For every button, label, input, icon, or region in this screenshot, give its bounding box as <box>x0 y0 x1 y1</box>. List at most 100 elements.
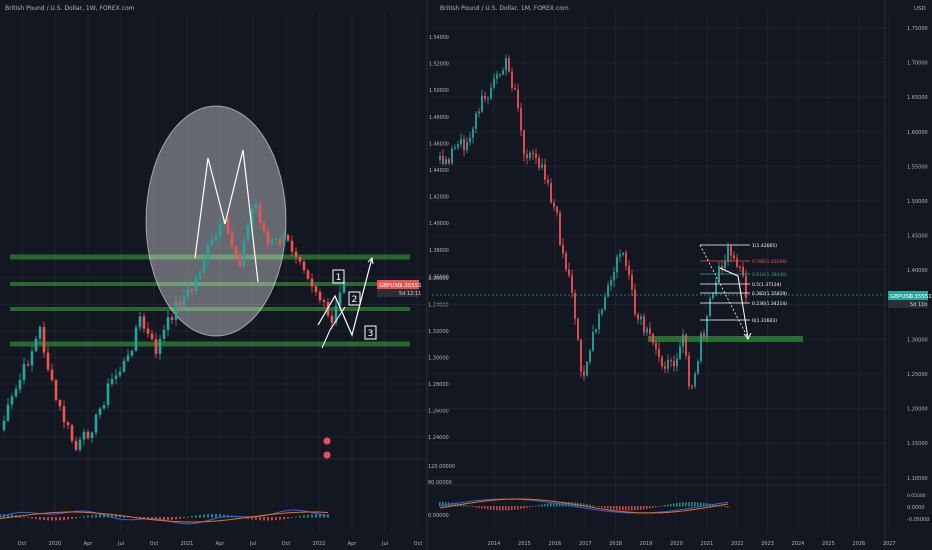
left-candle-body <box>66 422 70 426</box>
left-candle-body <box>246 225 250 241</box>
left-candle-body <box>338 292 342 306</box>
left-candle-body <box>166 317 170 330</box>
m-pattern-line <box>194 149 259 283</box>
event-flag-icon[interactable] <box>323 437 331 445</box>
right-candle-body <box>583 371 585 376</box>
left-osc-hist <box>319 514 321 518</box>
left-chart: British Pound / U.S. Dollar, 1W, FOREX.c… <box>0 5 455 547</box>
left-osc-hist <box>107 514 109 518</box>
right-candle-body <box>439 155 441 160</box>
left-candle-body <box>254 204 258 210</box>
right-candle-body <box>553 202 555 207</box>
right-candle-body <box>514 88 516 90</box>
right-osc-hist <box>466 505 468 507</box>
right-candle-body <box>490 87 492 99</box>
fib-label-6: 0(1.31603) <box>752 318 777 324</box>
left-osc-hist <box>255 517 257 520</box>
right-osc-hist <box>532 506 534 507</box>
fib-trend-line <box>699 244 749 339</box>
left-signal-line <box>139 517 145 520</box>
right-candle-body <box>586 362 588 376</box>
right-osc-hist <box>475 506 477 508</box>
right-time-tick: 2023 <box>761 541 774 547</box>
right-candle-body <box>499 74 501 76</box>
left-candle-body <box>118 371 122 376</box>
left-candle-body <box>214 235 218 240</box>
right-candle-body <box>577 318 579 340</box>
left-candle-body <box>158 338 162 354</box>
left-macd-line <box>99 513 105 516</box>
left-candle-body <box>302 261 306 271</box>
right-osc-hist <box>724 506 726 507</box>
left-price-tick: 1.32000 <box>428 329 449 335</box>
left-time-tick: Jul <box>381 541 388 547</box>
right-candle-body <box>547 179 549 184</box>
left-candle-body <box>310 278 314 287</box>
left-candle-body <box>26 364 30 366</box>
right-candle-body <box>457 144 459 148</box>
left-osc-hist <box>27 517 29 518</box>
left-candle-body <box>186 289 190 297</box>
fib-label-4: 0.382(1.35829) <box>752 291 787 297</box>
left-candle-body <box>250 209 254 226</box>
left-signal-line <box>259 514 265 517</box>
left-osc-hist <box>271 517 273 521</box>
fibonacci-retracement: 1(1.42665) 0.786(1.40298) 0.618(1.38440) 0.… <box>699 243 787 340</box>
mid-price-tick: 1.46000 <box>429 141 449 147</box>
right-candle-body <box>694 373 696 387</box>
right-osc-hist <box>472 506 474 507</box>
right-osc-tick: -0.05000 <box>907 517 929 523</box>
left-osc-hist <box>111 514 113 518</box>
right-osc-hist <box>502 506 504 511</box>
left-osc-hist <box>259 517 261 521</box>
right-osc-hist <box>598 506 600 507</box>
right-candle-body <box>589 350 591 363</box>
left-osc-hist <box>103 514 105 518</box>
right-projection-path <box>719 267 749 339</box>
left-osc-hist <box>235 516 237 518</box>
right-candle-body <box>721 266 723 269</box>
right-candle-body <box>697 361 699 374</box>
right-candle-body <box>520 107 522 131</box>
support-zone-1 <box>10 254 410 260</box>
left-signal-line <box>123 515 129 518</box>
right-candle-body <box>622 252 624 255</box>
right-osc-hist <box>460 504 462 507</box>
right-candle-body <box>535 153 537 158</box>
left-candle-body <box>54 380 58 400</box>
left-candle-body <box>46 352 50 370</box>
right-osc-hist <box>706 503 708 507</box>
right-price-axis: 1.75000 1.70000 1.65000 1.60000 1.55000 1.500… <box>907 26 929 523</box>
right-osc-hist <box>613 506 615 510</box>
right-time-tick: 2018 <box>609 541 622 547</box>
right-candle-body <box>544 164 546 180</box>
left-projection-markers: 1 2 3 <box>332 269 377 340</box>
right-price-tag-label: GBPUSD <box>890 294 913 300</box>
right-candle-body <box>673 361 675 367</box>
left-macd-line <box>87 510 93 513</box>
left-price-tag-label: GBPUSD <box>379 283 402 289</box>
left-candle-body <box>82 431 86 440</box>
left-candle-body <box>258 204 262 224</box>
left-candle-body <box>190 289 194 292</box>
right-candle-body <box>466 142 468 151</box>
right-time-axis: 2014 2015 2016 2017 2018 2019 2020 2021 2022 2023… <box>488 541 896 547</box>
right-osc-hist <box>679 502 681 507</box>
right-candle-body <box>496 74 498 79</box>
right-price-tick: 1.10000 <box>907 476 928 482</box>
left-candle-body <box>142 316 146 329</box>
right-osc-hist <box>490 506 492 510</box>
right-countdown-bg <box>888 300 928 308</box>
event-flag-icon-2[interactable] <box>323 451 331 459</box>
left-candle-body <box>210 239 214 245</box>
left-candle-body <box>218 224 222 236</box>
right-candle-body <box>649 328 651 334</box>
right-osc-hist <box>655 506 657 508</box>
right-osc-hist <box>700 502 702 507</box>
left-candle-body <box>330 315 334 324</box>
left-candle-body <box>138 316 142 328</box>
right-osc-hist <box>685 502 687 507</box>
right-candle-body <box>598 313 600 330</box>
left-candle-body <box>306 270 310 279</box>
right-candle-body <box>733 255 735 259</box>
